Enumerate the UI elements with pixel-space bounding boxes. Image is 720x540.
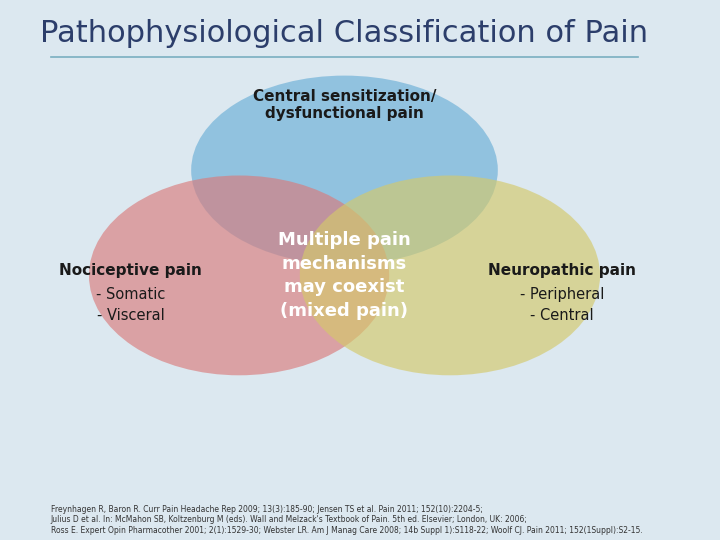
Text: Neuropathic pain: Neuropathic pain <box>487 262 636 278</box>
Ellipse shape <box>192 76 498 265</box>
Text: Multiple pain
mechanisms
may coexist
(mixed pain): Multiple pain mechanisms may coexist (mi… <box>278 231 411 320</box>
Ellipse shape <box>89 176 390 375</box>
Text: - Peripheral
- Central: - Peripheral - Central <box>520 287 604 323</box>
Text: Nociceptive pain: Nociceptive pain <box>59 262 202 278</box>
Text: Freynhagen R, Baron R. Curr Pain Headache Rep 2009; 13(3):185-90; Jensen TS et a: Freynhagen R, Baron R. Curr Pain Headach… <box>50 505 642 535</box>
Text: - Somatic
- Visceral: - Somatic - Visceral <box>96 287 165 323</box>
Text: Pathophysiological Classification of Pain: Pathophysiological Classification of Pai… <box>40 19 649 48</box>
Text: Central sensitization/
dysfunctional pain: Central sensitization/ dysfunctional pai… <box>253 89 436 122</box>
Ellipse shape <box>300 176 600 375</box>
